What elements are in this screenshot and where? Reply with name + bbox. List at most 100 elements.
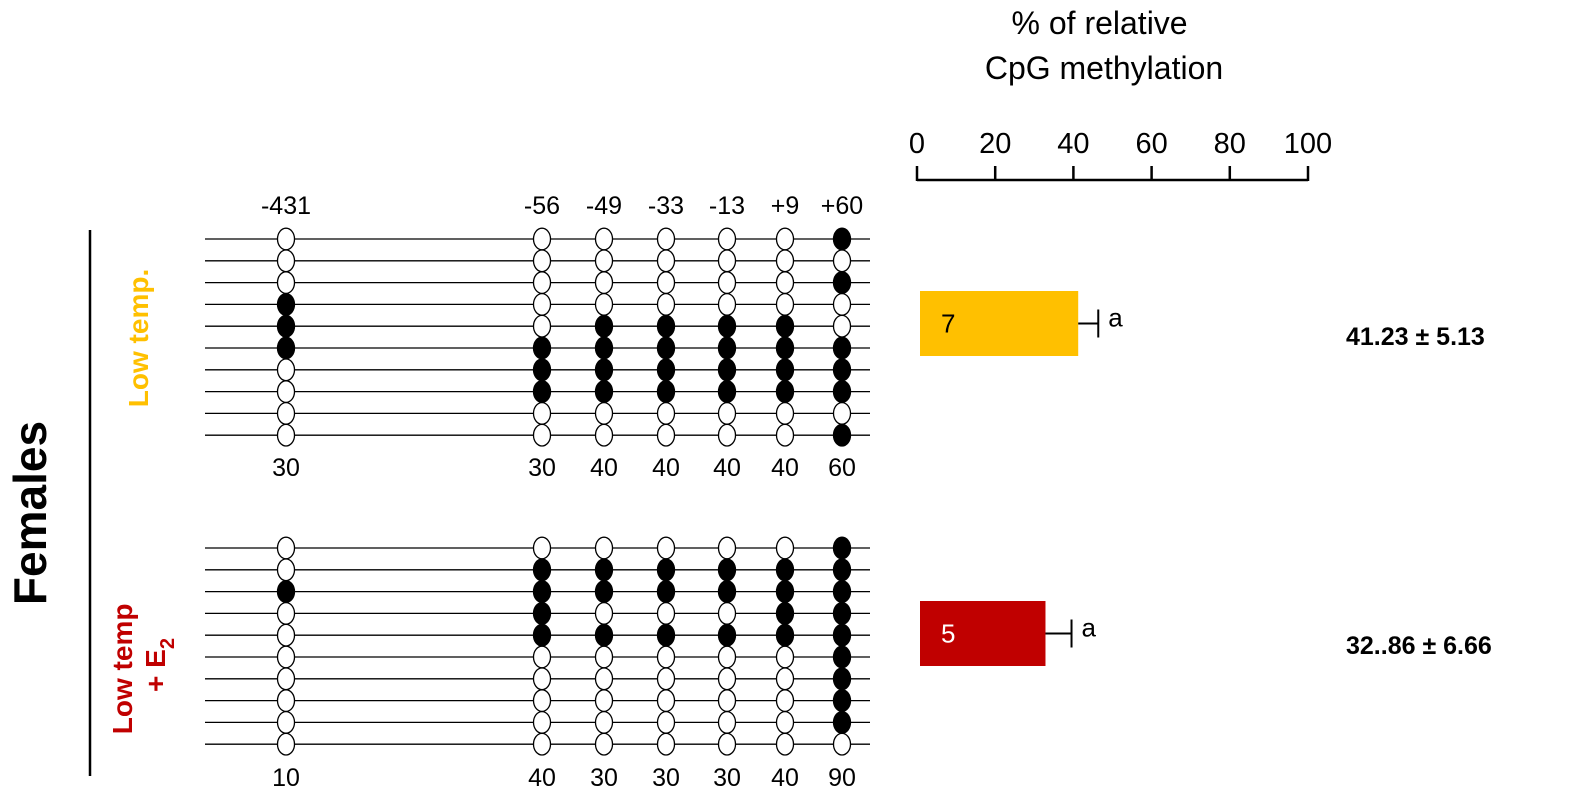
unmethylated-cpg: [276, 689, 296, 713]
methylated-cpg: [832, 623, 852, 647]
methylated-cpg: [717, 358, 737, 382]
methylated-cpg: [832, 358, 852, 382]
site-label: +9: [771, 192, 800, 220]
unmethylated-cpg: [594, 423, 614, 447]
unmethylated-cpg: [532, 645, 552, 669]
unmethylated-cpg: [656, 401, 676, 425]
bar: [920, 291, 1079, 356]
site-label: -13: [709, 192, 745, 220]
unmethylated-cpg: [832, 732, 852, 756]
methylated-cpg: [532, 623, 552, 647]
unmethylated-cpg: [594, 271, 614, 295]
unmethylated-cpg: [532, 227, 552, 251]
unmethylated-cpg: [717, 401, 737, 425]
unmethylated-cpg: [656, 689, 676, 713]
unmethylated-cpg: [717, 271, 737, 295]
unmethylated-cpg: [775, 645, 795, 669]
methylated-cpg: [832, 667, 852, 691]
unmethylated-cpg: [832, 249, 852, 273]
methylated-cpg: [832, 336, 852, 360]
methylated-cpg: [775, 601, 795, 625]
methylated-cpg: [594, 358, 614, 382]
group-label-low-temp-e2-line1: Low temp: [107, 604, 138, 735]
unmethylated-cpg: [656, 710, 676, 734]
x-tick-label: 40: [1057, 128, 1089, 160]
percentage-label: 30: [652, 764, 680, 792]
methylated-cpg: [532, 380, 552, 404]
unmethylated-cpg: [594, 732, 614, 756]
methylated-cpg: [532, 358, 552, 382]
unmethylated-cpg: [532, 732, 552, 756]
unmethylated-cpg: [656, 227, 676, 251]
methylated-cpg: [832, 689, 852, 713]
unmethylated-cpg: [276, 623, 296, 647]
bar: [920, 601, 1046, 666]
unmethylated-cpg: [594, 401, 614, 425]
methylated-cpg: [594, 336, 614, 360]
percentage-label: 40: [713, 454, 741, 482]
unmethylated-cpg: [775, 292, 795, 316]
unmethylated-cpg: [276, 380, 296, 404]
unmethylated-cpg: [656, 601, 676, 625]
significance-letter: a: [1108, 303, 1123, 333]
unmethylated-cpg: [656, 732, 676, 756]
unmethylated-cpg: [276, 667, 296, 691]
chart-title: % of relative CpG methylation: [985, 5, 1223, 86]
unmethylated-cpg: [775, 249, 795, 273]
unmethylated-cpg: [775, 536, 795, 560]
unmethylated-cpg: [276, 732, 296, 756]
methylated-cpg: [532, 558, 552, 582]
methylated-cpg: [775, 580, 795, 604]
unmethylated-cpg: [594, 292, 614, 316]
unmethylated-cpg: [656, 667, 676, 691]
methylated-cpg: [775, 336, 795, 360]
methylated-cpg: [832, 423, 852, 447]
unmethylated-cpg: [594, 227, 614, 251]
unmethylated-cpg: [775, 423, 795, 447]
lollipop-grid-low-temp-e2: [205, 536, 870, 756]
bar-label: 7: [941, 309, 955, 339]
methylated-cpg: [594, 314, 614, 338]
unmethylated-cpg: [532, 536, 552, 560]
methylated-cpg: [656, 380, 676, 404]
methylated-cpg: [832, 271, 852, 295]
unmethylated-cpg: [717, 227, 737, 251]
cpg-site-labels: -431 -56 -49 -33 -13 +9 +60: [261, 192, 863, 220]
methylated-cpg: [775, 623, 795, 647]
methylated-cpg: [775, 380, 795, 404]
percentage-label: 10: [272, 764, 300, 792]
unmethylated-cpg: [717, 292, 737, 316]
x-tick-label: 100: [1284, 128, 1332, 160]
methylated-cpg: [832, 380, 852, 404]
unmethylated-cpg: [775, 401, 795, 425]
unmethylated-cpg: [656, 536, 676, 560]
unmethylated-cpg: [276, 536, 296, 560]
x-tick-label: 20: [979, 128, 1011, 160]
methylated-cpg: [832, 227, 852, 251]
methylated-cpg: [594, 380, 614, 404]
unmethylated-cpg: [775, 732, 795, 756]
site-label: -56: [524, 192, 560, 220]
unmethylated-cpg: [775, 227, 795, 251]
methylated-cpg: [656, 336, 676, 360]
unmethylated-cpg: [775, 271, 795, 295]
group-label-low-temp-e2: Low temp + E2: [107, 596, 179, 734]
unmethylated-cpg: [594, 710, 614, 734]
percentage-label: 60: [828, 454, 856, 482]
methylated-cpg: [532, 336, 552, 360]
methylated-cpg: [775, 314, 795, 338]
unmethylated-cpg: [717, 536, 737, 560]
unmethylated-cpg: [276, 227, 296, 251]
group-label-low-temp-e2-line2: + E: [140, 649, 171, 692]
group-label-low-temp-e2-subscript: 2: [157, 638, 179, 649]
unmethylated-cpg: [775, 667, 795, 691]
site-label: -49: [586, 192, 622, 220]
group-label-low-temp-line: Low temp.: [123, 269, 154, 407]
percentages-low-temp: 30 30 40 40 40 40 60: [272, 454, 856, 482]
methylated-cpg: [717, 558, 737, 582]
methylated-cpg: [276, 314, 296, 338]
unmethylated-cpg: [717, 732, 737, 756]
methylated-cpg: [656, 580, 676, 604]
methylated-cpg: [276, 292, 296, 316]
